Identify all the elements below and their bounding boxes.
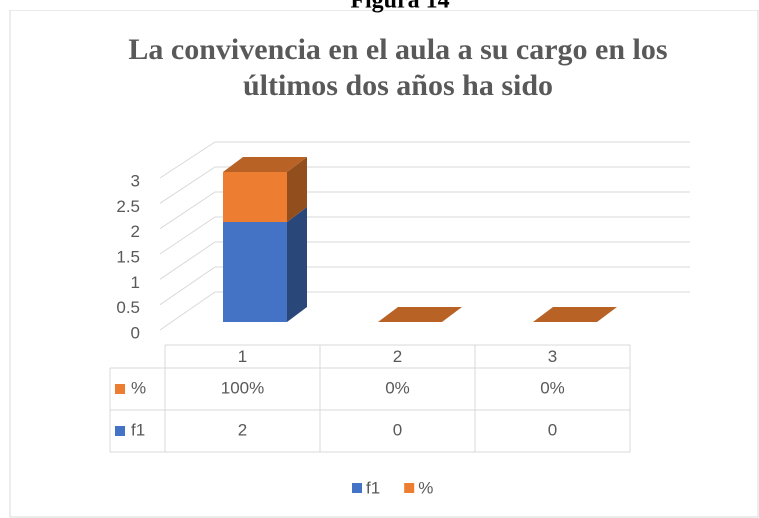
bar-top — [223, 157, 307, 172]
y-tick-label: 2 — [131, 222, 140, 241]
table-series-name: % — [131, 378, 146, 397]
table-value: 100% — [221, 378, 264, 397]
y-tick-label: 2.5 — [116, 197, 140, 216]
table-value: 0 — [548, 420, 557, 439]
bar-front — [223, 172, 287, 222]
grid-line — [159, 241, 690, 280]
legend-key — [352, 483, 362, 493]
legend-key — [404, 483, 415, 493]
table-value: 2 — [238, 420, 247, 439]
chart-title: últimos dos años ha sido — [243, 69, 553, 102]
x-tick-label: 1 — [238, 347, 247, 366]
bar-front — [223, 222, 287, 322]
grid-line — [159, 291, 690, 331]
bar-side — [287, 157, 307, 222]
grid-line — [159, 216, 690, 255]
legend-label: f1 — [366, 478, 380, 497]
bar-side — [287, 207, 307, 322]
y-tick-label: 1.5 — [116, 247, 140, 266]
table-value: 0 — [393, 420, 402, 439]
legend-key — [115, 384, 125, 394]
y-tick-label: 0 — [131, 323, 140, 342]
grid-line — [159, 166, 690, 204]
y-tick-label: 3 — [131, 171, 140, 190]
table-value: 0% — [540, 378, 565, 397]
bar-top — [533, 307, 617, 322]
x-tick-label: 2 — [393, 347, 402, 366]
table-value: 0% — [385, 378, 410, 397]
bar-top — [378, 307, 462, 322]
caption: Figura 14 — [350, 0, 449, 14]
grid-line — [159, 266, 690, 306]
table-series-name: f1 — [131, 420, 145, 439]
caption-bg — [0, 0, 759, 10]
grid-line — [159, 141, 690, 179]
x-tick-label: 3 — [548, 347, 557, 366]
y-tick-label: 1 — [131, 273, 140, 292]
legend-label: % — [418, 478, 433, 497]
y-tick-label: 0.5 — [116, 298, 140, 317]
grid-line — [159, 191, 690, 230]
chart-title: La convivencia en el aula a su cargo en … — [128, 33, 667, 66]
legend-key — [115, 426, 125, 436]
chart-border — [9, 9, 759, 518]
